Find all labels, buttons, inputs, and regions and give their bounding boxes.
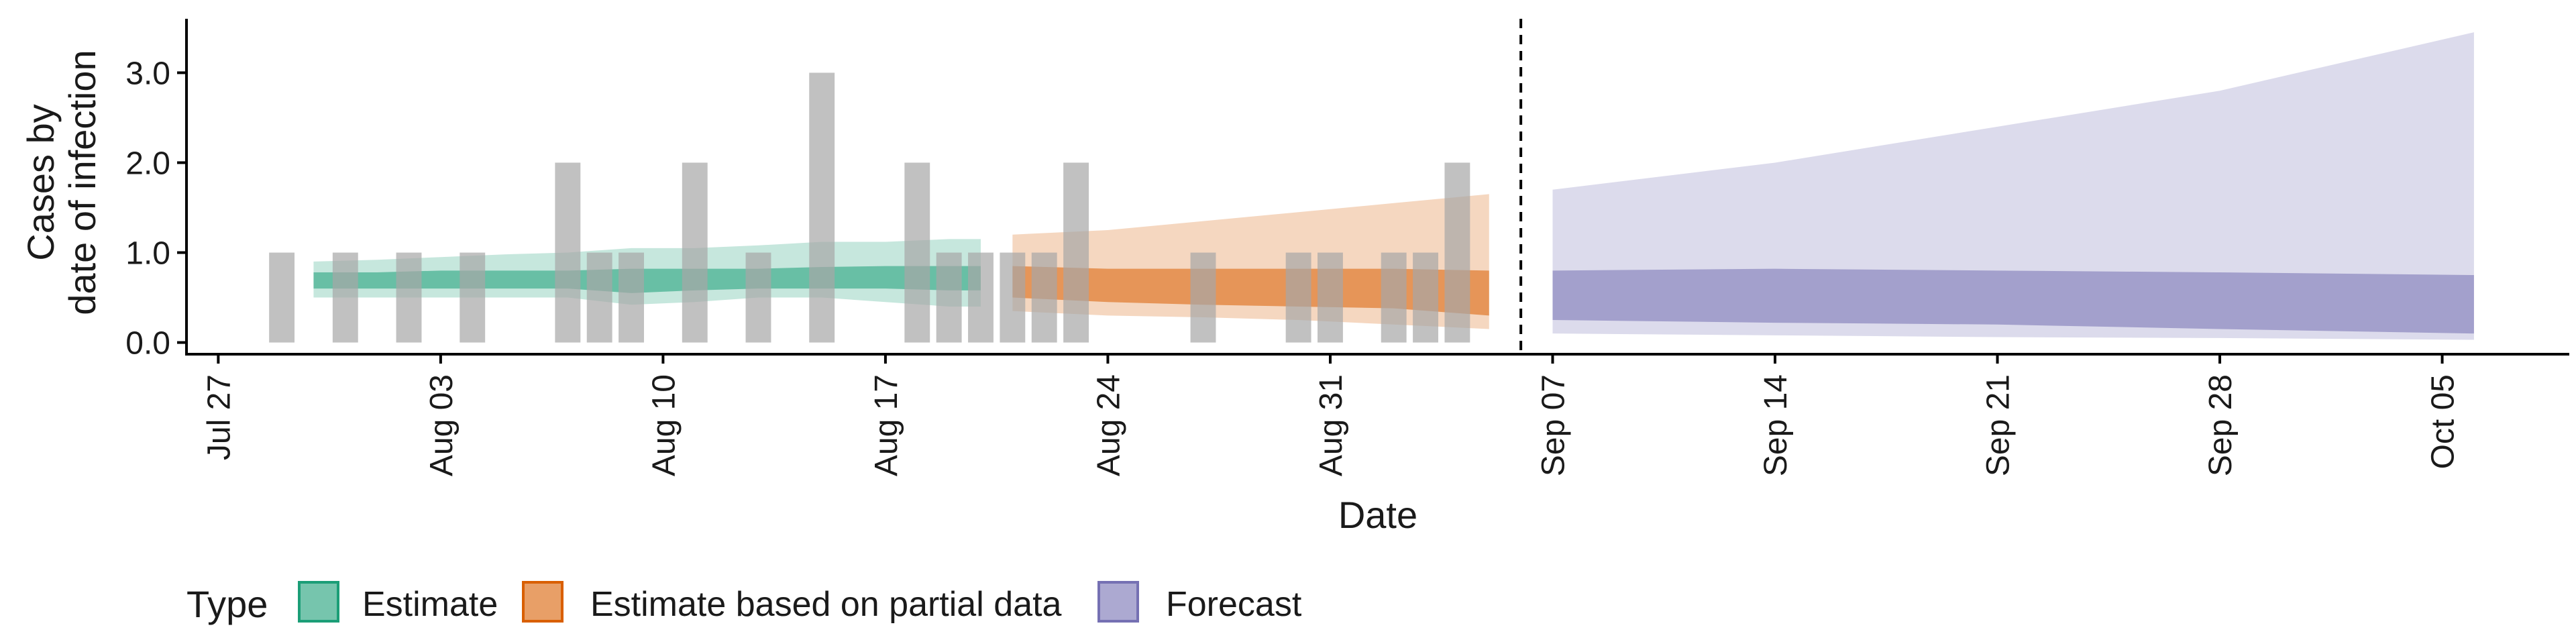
x-tick-label: Oct 05 xyxy=(2426,374,2461,469)
case-bar xyxy=(1000,252,1026,343)
y-tick-label: 0.0 xyxy=(125,326,170,362)
legend-key-forecast xyxy=(1097,581,1139,623)
case-bar xyxy=(460,252,486,343)
case-bar xyxy=(1318,252,1343,343)
case-bar xyxy=(555,162,581,343)
legend-label-partial: Estimate based on partial data xyxy=(590,585,1062,624)
legend: Type Estimate Estimate based on partial … xyxy=(186,581,1302,625)
case-bar xyxy=(1190,252,1216,343)
case-bar xyxy=(809,72,835,343)
case-bar xyxy=(586,252,612,343)
observed-case-bars xyxy=(269,72,1470,343)
legend-key-estimate xyxy=(298,581,339,623)
legend-title: Type xyxy=(186,583,268,625)
case-bar xyxy=(1381,252,1407,343)
case-bar xyxy=(968,252,994,343)
ribbon-outer-forecast xyxy=(1552,32,2474,340)
x-tick-label: Jul 27 xyxy=(201,374,237,460)
y-axis-title-line-2: date of infection xyxy=(61,50,103,315)
y-tick-label: 1.0 xyxy=(125,236,170,272)
case-bar xyxy=(936,252,962,343)
case-bar xyxy=(1444,162,1470,343)
x-tick-label: Aug 10 xyxy=(646,374,682,476)
x-tick-label: Aug 31 xyxy=(1313,374,1349,476)
case-bar xyxy=(619,252,644,343)
y-tick-label: 3.0 xyxy=(125,56,170,91)
x-tick-label: Sep 21 xyxy=(1981,374,2017,476)
x-axis-title: Date xyxy=(1338,494,1417,536)
case-bar xyxy=(1413,252,1438,343)
legend-key-partial xyxy=(522,581,564,623)
x-tick-label: Aug 17 xyxy=(869,374,904,476)
case-bar xyxy=(745,252,771,343)
x-tick-label: Sep 28 xyxy=(2203,374,2239,476)
case-bar xyxy=(1031,252,1057,343)
legend-label-forecast: Forecast xyxy=(1166,585,1302,624)
y-axis-ticks: 0.0 1.0 2.0 3.0 xyxy=(125,56,186,362)
case-bar xyxy=(1063,162,1089,343)
x-tick-label: Sep 07 xyxy=(1536,374,1571,476)
case-bar xyxy=(396,252,422,343)
ribbon-inner-forecast xyxy=(1552,268,2474,334)
case-bar xyxy=(682,162,708,343)
ribbon-inner-estimate-based-on-partial-data xyxy=(1012,266,1489,316)
y-axis-title-line-1: Cases by xyxy=(19,104,62,260)
legend-label-estimate: Estimate xyxy=(362,585,498,624)
case-bar xyxy=(1285,252,1311,343)
x-tick-label: Aug 24 xyxy=(1091,374,1126,476)
y-tick-label: 2.0 xyxy=(125,146,170,181)
case-bar xyxy=(904,162,930,343)
case-bar xyxy=(269,252,295,343)
x-tick-label: Aug 03 xyxy=(424,374,460,476)
x-tick-label: Sep 14 xyxy=(1758,374,1794,476)
x-axis-ticks: Jul 27 Aug 03 Aug 10 Aug 17 Aug 24 Aug 31 Sep … xyxy=(201,354,2461,476)
case-bar xyxy=(332,252,358,343)
